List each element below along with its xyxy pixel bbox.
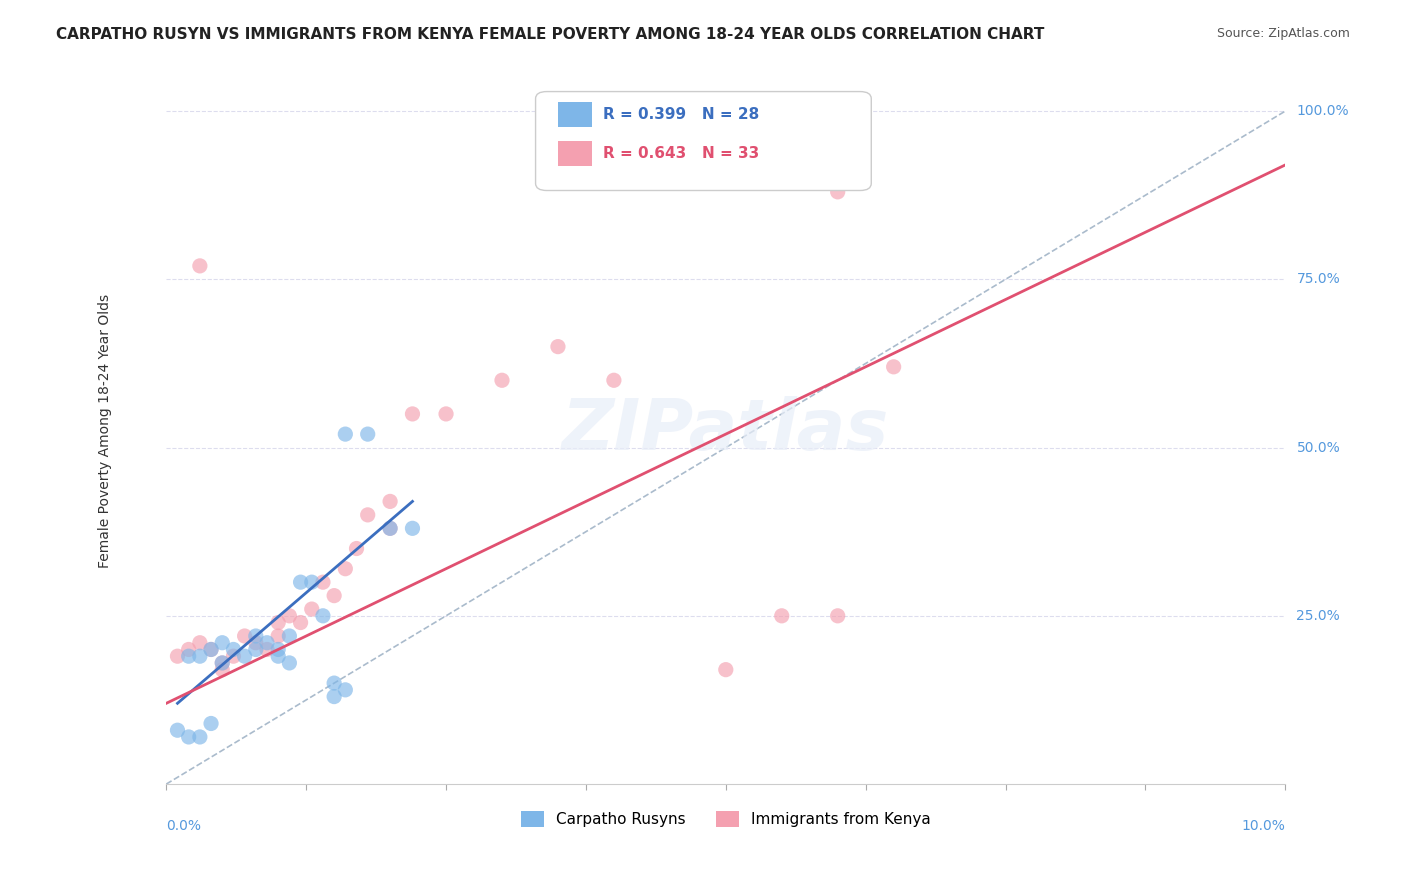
Point [378, 521, 401, 535]
Point [378, 521, 401, 535]
Point [200, 642, 222, 657]
Point [827, 185, 849, 199]
Point [378, 494, 401, 508]
Point [267, 649, 290, 664]
Point [491, 373, 513, 387]
Point [323, 589, 346, 603]
Point [770, 608, 793, 623]
Text: 10.0%: 10.0% [1241, 820, 1285, 833]
Point [323, 676, 346, 690]
Point [547, 340, 569, 354]
Point [233, 629, 256, 643]
Point [401, 521, 423, 535]
Point [714, 663, 737, 677]
Point [177, 730, 200, 744]
Text: 0.0%: 0.0% [166, 820, 201, 833]
Point [222, 649, 245, 664]
Point [188, 259, 211, 273]
Text: CARPATHO RUSYN VS IMMIGRANTS FROM KENYA FEMALE POVERTY AMONG 18-24 YEAR OLDS COR: CARPATHO RUSYN VS IMMIGRANTS FROM KENYA … [56, 27, 1045, 42]
FancyBboxPatch shape [536, 92, 872, 191]
Point [267, 629, 290, 643]
Text: 25.0%: 25.0% [1296, 609, 1340, 623]
Point [188, 649, 211, 664]
Text: ZIPatlas: ZIPatlas [562, 396, 890, 466]
FancyBboxPatch shape [558, 103, 592, 127]
Point [245, 642, 267, 657]
Point [211, 663, 233, 677]
Point [335, 682, 357, 697]
Point [278, 656, 301, 670]
Text: 75.0%: 75.0% [1296, 272, 1340, 286]
Point [883, 359, 905, 374]
Text: 100.0%: 100.0% [1296, 104, 1350, 118]
Point [222, 642, 245, 657]
Point [188, 636, 211, 650]
Text: Female Poverty Among 18-24 Year Olds: Female Poverty Among 18-24 Year Olds [98, 293, 111, 568]
Point [256, 636, 278, 650]
Point [603, 373, 626, 387]
Point [233, 649, 256, 664]
Point [301, 575, 323, 590]
Point [312, 608, 335, 623]
Point [301, 602, 323, 616]
Point [434, 407, 457, 421]
Point [278, 608, 301, 623]
Point [357, 508, 380, 522]
Point [256, 642, 278, 657]
Point [346, 541, 368, 556]
Point [166, 723, 188, 738]
Text: R = 0.643   N = 33: R = 0.643 N = 33 [603, 146, 759, 161]
Point [267, 615, 290, 630]
Text: R = 0.399   N = 28: R = 0.399 N = 28 [603, 107, 759, 121]
Point [177, 642, 200, 657]
Point [323, 690, 346, 704]
Point [188, 730, 211, 744]
Point [290, 575, 312, 590]
FancyBboxPatch shape [558, 141, 592, 166]
Point [312, 575, 335, 590]
Point [211, 656, 233, 670]
Text: Source: ZipAtlas.com: Source: ZipAtlas.com [1216, 27, 1350, 40]
Point [401, 407, 423, 421]
Point [177, 649, 200, 664]
Point [245, 636, 267, 650]
Point [245, 629, 267, 643]
Legend: Carpatho Rusyns, Immigrants from Kenya: Carpatho Rusyns, Immigrants from Kenya [515, 805, 936, 833]
Point [827, 608, 849, 623]
Point [290, 615, 312, 630]
Point [166, 649, 188, 664]
Point [278, 629, 301, 643]
Point [211, 636, 233, 650]
Point [335, 427, 357, 442]
Text: 50.0%: 50.0% [1296, 441, 1340, 455]
Point [357, 427, 380, 442]
Point [211, 656, 233, 670]
Point [267, 642, 290, 657]
Point [200, 642, 222, 657]
Point [200, 716, 222, 731]
Point [335, 562, 357, 576]
